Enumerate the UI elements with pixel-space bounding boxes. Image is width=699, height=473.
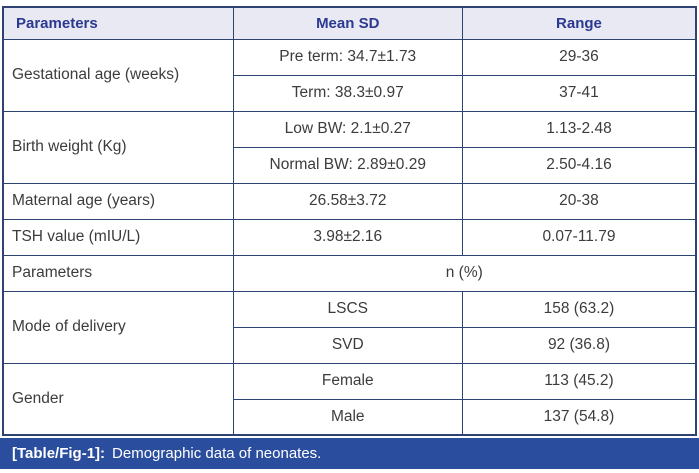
cell-maternal-age-range: 20-38 (461, 182, 697, 220)
header-mean-sd: Mean SD (232, 6, 463, 40)
table-subheader-row: Parameters n (%) (2, 254, 697, 292)
cell-gestational-label: Gestational age (weeks) (2, 38, 234, 112)
cell-delivery-svd: SVD (232, 326, 463, 364)
table-row: Male 137 (54.8) (3, 398, 697, 436)
table-row: Mode of delivery LSCS 158 (63.2) (2, 290, 697, 364)
cell-birth-weight-normal-range: 2.50-4.16 (461, 146, 697, 184)
table-row: TSH value (mIU/L) 3.98±2.16 0.07-11.79 (2, 218, 697, 256)
cell-birth-weight-normal-mean: Normal BW: 2.89±0.29 (232, 146, 463, 184)
cell-subheader-n-percent: n (%) (232, 254, 697, 292)
cell-gender-female-value: 113 (45.2) (461, 362, 697, 400)
cell-gender-male: Male (232, 398, 463, 436)
cell-birth-weight-label: Birth weight (Kg) (2, 110, 234, 184)
cell-delivery-lscs: LSCS (232, 290, 463, 328)
table-row: Gestational age (weeks) Pre term: 34.7±1… (2, 38, 697, 112)
cell-tsh-mean: 3.98±2.16 (232, 218, 463, 256)
cell-maternal-age-label: Maternal age (years) (2, 182, 234, 220)
demographics-table: Parameters Mean SD Range Gestational age… (2, 6, 697, 436)
table-row: SVD 92 (36.8) (3, 326, 697, 364)
cell-gender-label: Gender (2, 362, 234, 436)
cell-tsh-label: TSH value (mIU/L) (2, 218, 234, 256)
table-header-row: Parameters Mean SD Range (2, 6, 697, 40)
header-range: Range (461, 6, 697, 40)
table-row: Birth weight (Kg) Low BW: 2.1±0.27 1.13-… (2, 110, 697, 184)
cell-delivery-label: Mode of delivery (2, 290, 234, 364)
cell-delivery-lscs-value: 158 (63.2) (461, 290, 697, 328)
table-row: Maternal age (years) 26.58±3.72 20-38 (2, 182, 697, 220)
cell-gender-female: Female (232, 362, 463, 400)
table-caption-bar: [Table/Fig-1]: Demographic data of neona… (0, 438, 699, 469)
cell-subheader-parameters: Parameters (2, 254, 234, 292)
caption-text: Demographic data of neonates. (112, 445, 322, 462)
cell-birth-weight-low-range: 1.13-2.48 (461, 110, 697, 148)
cell-gestational-preterm-mean: Pre term: 34.7±1.73 (232, 38, 463, 76)
cell-gestational-term-range: 37-41 (461, 74, 697, 112)
cell-tsh-range: 0.07-11.79 (461, 218, 697, 256)
table-row: Gender Female 113 (45.2) (2, 362, 697, 436)
cell-gestational-preterm-range: 29-36 (461, 38, 697, 76)
table-row: Normal BW: 2.89±0.29 2.50-4.16 (3, 146, 697, 184)
header-parameters: Parameters (2, 6, 234, 40)
caption-tag: [Table/Fig-1]: (12, 445, 106, 462)
cell-maternal-age-mean: 26.58±3.72 (232, 182, 463, 220)
cell-delivery-svd-value: 92 (36.8) (461, 326, 697, 364)
cell-gestational-term-mean: Term: 38.3±0.97 (232, 74, 463, 112)
table-row: Term: 38.3±0.97 37-41 (3, 74, 697, 112)
cell-birth-weight-low-mean: Low BW: 2.1±0.27 (232, 110, 463, 148)
cell-gender-male-value: 137 (54.8) (461, 398, 697, 436)
